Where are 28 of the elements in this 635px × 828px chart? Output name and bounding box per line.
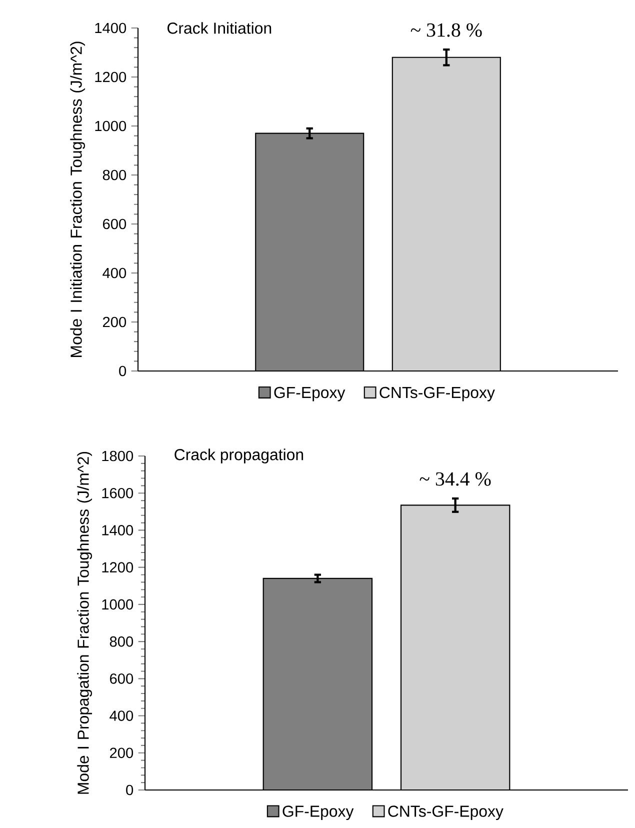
y-tick-label: 600 [103, 218, 126, 230]
y-tick-label: 1400 [95, 22, 126, 34]
y-tick-label: 1400 [102, 525, 134, 536]
y-tick-label: 1200 [102, 562, 134, 573]
y-tick-label: 600 [110, 674, 134, 684]
y-tick-label: 0 [119, 366, 126, 376]
y-tick-label: 800 [102, 170, 126, 180]
y-tick-label: 1600 [102, 488, 134, 498]
y-axis-title: Mode I Initiation Fraction Toughness (J/m^2) [70, 42, 86, 357]
y-tick-label: 200 [110, 748, 134, 758]
y-tick-label: 1000 [95, 120, 126, 132]
legend-label: CNTs-GF-Epoxy [380, 386, 495, 402]
legend-label: GF-Epoxy [282, 806, 354, 820]
y-tick-label: 1800 [102, 450, 134, 462]
y-tick-label: 800 [110, 636, 134, 647]
annotation: ~ 31.8 % [410, 23, 482, 37]
y-tick-label: 1000 [102, 599, 134, 610]
legend-label: CNTs-GF-Epoxy [388, 806, 504, 820]
chart-title: Crack propagation [174, 448, 304, 464]
y-tick-label: 1200 [95, 72, 126, 82]
y-tick-label: 0 [126, 784, 134, 796]
y-tick-label: 200 [102, 316, 126, 328]
y-axis-title: Mode I Propagation Fraction Toughness (J/m^2) [77, 452, 92, 794]
y-tick-label: 400 [110, 710, 134, 721]
chart-title: Crack Initiation [168, 22, 272, 34]
legend-label: GF-Epoxy [274, 386, 346, 402]
y-tick-label: 400 [102, 268, 126, 278]
annotation: ~ 34.4 % [420, 472, 491, 486]
